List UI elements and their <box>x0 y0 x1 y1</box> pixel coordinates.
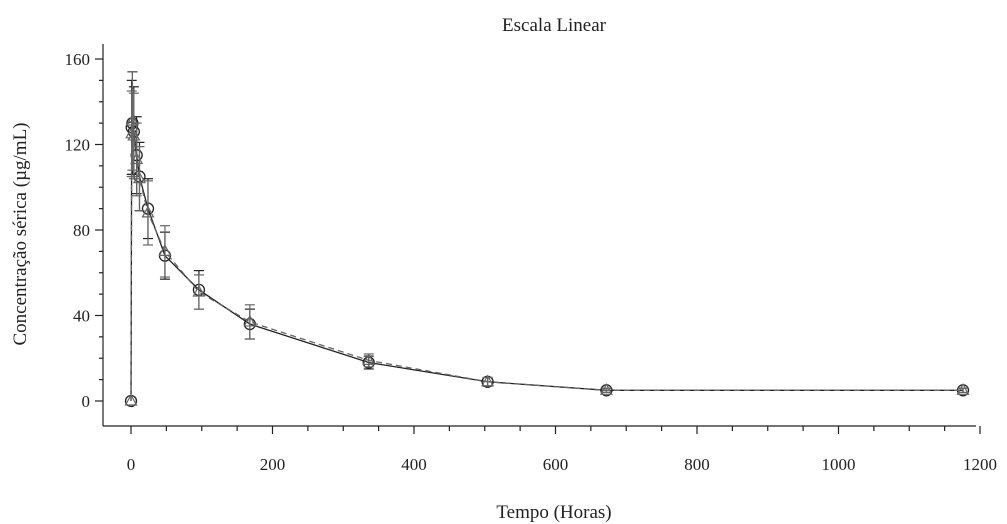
y-axis-ticks: 0 40 80 120 160 <box>65 50 103 411</box>
data-point-triangle <box>956 383 970 395</box>
x-tick-label: 0 <box>127 455 136 474</box>
y-tick-label: 120 <box>65 136 91 155</box>
chart-title: Escala Linear <box>502 15 607 36</box>
series-2-line <box>130 120 964 402</box>
data-point-triangle <box>481 374 495 387</box>
data-point-triangle <box>158 244 172 256</box>
data-point-triangle <box>125 126 139 139</box>
data-point-triangle <box>132 171 147 184</box>
x-tick-label: 400 <box>401 455 427 474</box>
y-tick-label: 160 <box>65 50 91 69</box>
data-point-triangle <box>124 393 138 406</box>
x-tick-label: 1000 <box>822 455 856 474</box>
x-axis-ticks: 0 200 400 600 800 1000 1200 <box>127 426 997 474</box>
data-point-triangle <box>141 205 155 218</box>
data-point-triangle <box>192 284 206 297</box>
y-axis-label: Concentração sérica (µg/mL) <box>10 122 31 345</box>
data-point-triangle <box>599 383 613 395</box>
x-tick-label: 200 <box>260 455 286 474</box>
x-tick-label: 600 <box>543 455 569 474</box>
y-tick-label: 40 <box>73 307 90 326</box>
series-1-line <box>130 123 964 402</box>
plot-area <box>124 71 970 408</box>
x-tick-label: 800 <box>684 455 710 474</box>
data-point-triangle <box>362 353 376 365</box>
data-point-triangle <box>243 314 257 327</box>
x-tick-label: 1200 <box>963 455 997 474</box>
y-tick-label: 80 <box>73 221 90 240</box>
y-tick-label: 0 <box>82 392 91 411</box>
data-point-triangle <box>125 113 139 126</box>
x-axis-label: Tempo (Horas) <box>496 502 611 523</box>
